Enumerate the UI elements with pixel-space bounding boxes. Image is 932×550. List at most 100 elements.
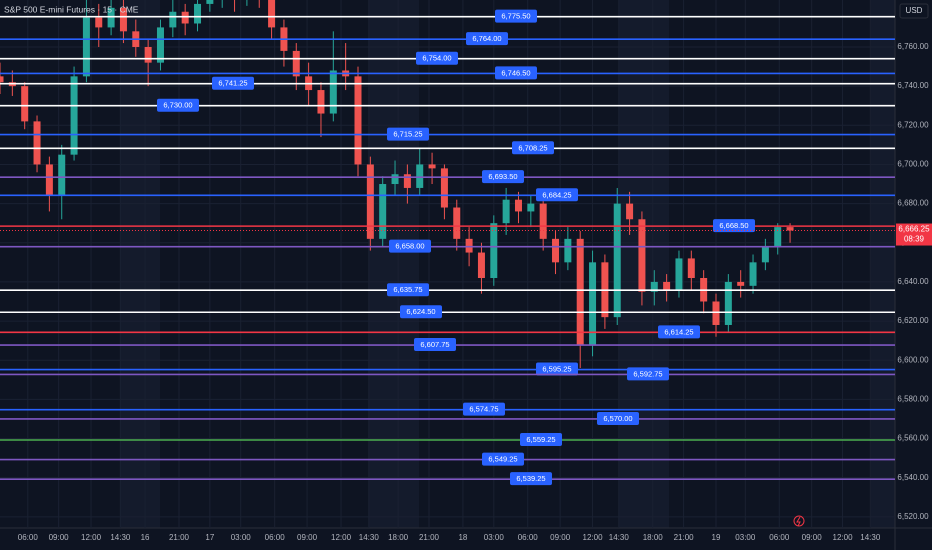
x-tick-label: 16 xyxy=(141,533,150,542)
x-tick-label: 18 xyxy=(458,533,467,542)
candle-body xyxy=(638,219,646,292)
level-label-box xyxy=(212,76,254,90)
candle-body xyxy=(181,11,189,24)
x-tick-label: 14:30 xyxy=(860,533,881,542)
x-tick-label: 06:00 xyxy=(18,533,39,542)
y-tick-label: 6,600.00 xyxy=(897,355,929,364)
y-tick-label: 6,520.00 xyxy=(897,512,929,521)
candle-body xyxy=(502,199,510,224)
y-tick-label: 6,740.00 xyxy=(897,81,929,90)
candle-body xyxy=(366,164,374,239)
x-tick-label: 21:00 xyxy=(419,533,440,542)
y-tick-label: 6,680.00 xyxy=(897,199,929,208)
level-label: 6,607.75 xyxy=(420,340,449,349)
candle-body xyxy=(527,203,535,212)
candle-body xyxy=(156,27,164,63)
level-label-box xyxy=(520,433,562,446)
level-label: 6,592.75 xyxy=(633,369,662,378)
y-tick-label: 6,640.00 xyxy=(897,277,929,286)
session-band xyxy=(120,0,160,528)
x-tick-label: 12:00 xyxy=(583,533,604,542)
candle-body xyxy=(663,281,671,290)
level-label: 6,708.25 xyxy=(518,143,547,152)
level-label-box xyxy=(495,66,537,80)
level-label-box xyxy=(389,239,431,253)
level-label-box xyxy=(627,367,669,381)
candle-body xyxy=(354,76,362,165)
level-label-box xyxy=(416,51,458,65)
candle-body xyxy=(465,238,473,253)
session-band xyxy=(871,0,895,528)
x-tick-label: 06:00 xyxy=(265,533,286,542)
level-label-box xyxy=(400,305,442,319)
level-label-box xyxy=(463,402,505,416)
candle-body xyxy=(761,246,769,263)
candle-body xyxy=(453,207,461,239)
last-price-box xyxy=(896,223,932,246)
candle-body xyxy=(724,281,732,325)
level-label: 6,570.00 xyxy=(603,414,632,423)
level-label: 6,635.75 xyxy=(393,285,422,294)
x-tick-label: 21:00 xyxy=(169,533,190,542)
level-label: 6,549.25 xyxy=(488,455,517,464)
level-label-box xyxy=(387,127,429,141)
candle-body xyxy=(70,76,78,155)
symbol-title: S&P 500 E-mini Futures · 15 · CME xyxy=(4,4,139,14)
level-label: 6,614.25 xyxy=(664,327,693,336)
candle-body xyxy=(329,70,337,114)
level-label: 6,764.00 xyxy=(472,34,501,43)
candle-body xyxy=(564,238,572,263)
x-tick-label: 12:00 xyxy=(81,533,102,542)
candle-body xyxy=(440,168,448,208)
level-label-box xyxy=(658,325,700,339)
alert-icon[interactable] xyxy=(793,515,805,527)
x-tick-label: 09:00 xyxy=(802,533,823,542)
candle-body xyxy=(58,154,66,196)
x-tick-label: 06:00 xyxy=(769,533,790,542)
candle-body xyxy=(169,11,177,28)
candle-body xyxy=(650,281,658,292)
alert-bolt xyxy=(796,516,801,527)
x-tick-label: 14:30 xyxy=(110,533,131,542)
x-tick-label: 09:00 xyxy=(49,533,70,542)
x-tick-label: 18:00 xyxy=(388,533,409,542)
currency-box[interactable] xyxy=(899,3,929,19)
level-label: 6,741.25 xyxy=(218,79,247,88)
level-label-box xyxy=(482,452,524,466)
candle-body xyxy=(477,252,485,278)
candle-body xyxy=(416,164,424,188)
currency: USD xyxy=(906,6,923,15)
y-tick-label: 6,580.00 xyxy=(897,394,929,403)
x-tick-label: 12:00 xyxy=(833,533,854,542)
level-label: 6,730.00 xyxy=(163,101,192,110)
x-tick-label: 12:00 xyxy=(331,533,352,542)
level-label-box xyxy=(713,219,755,233)
candle-body xyxy=(737,281,745,286)
level-label-box xyxy=(510,472,552,486)
level-label-box xyxy=(495,9,537,23)
level-label: 6,684.25 xyxy=(542,190,571,199)
candle-body xyxy=(749,262,757,286)
candle-body xyxy=(403,174,411,188)
x-tick-label: 21:00 xyxy=(674,533,695,542)
y-tick-label: 6,540.00 xyxy=(897,473,929,482)
candle-body xyxy=(514,199,522,212)
candle-body xyxy=(539,203,547,239)
x-tick-label: 06:00 xyxy=(518,533,539,542)
candle-body xyxy=(82,17,90,77)
x-tick-label: 19 xyxy=(712,533,721,542)
candle-body xyxy=(206,0,214,4)
y-tick-label: 6,720.00 xyxy=(897,120,929,129)
level-label: 6,539.25 xyxy=(516,474,545,483)
candle-body xyxy=(613,203,621,318)
y-tick-label: 6,700.00 xyxy=(897,160,929,169)
x-tick-label: 03:00 xyxy=(231,533,252,542)
axes: 6,520.00 6,540.00 6,560.00 6,580.00 6,600.00… xyxy=(18,42,932,542)
x-tick-label: 14:30 xyxy=(609,533,630,542)
candle-body xyxy=(45,164,53,196)
candle-body xyxy=(379,184,387,239)
candle-body xyxy=(194,3,202,24)
candle-body xyxy=(107,7,115,28)
candle-body xyxy=(576,238,584,345)
